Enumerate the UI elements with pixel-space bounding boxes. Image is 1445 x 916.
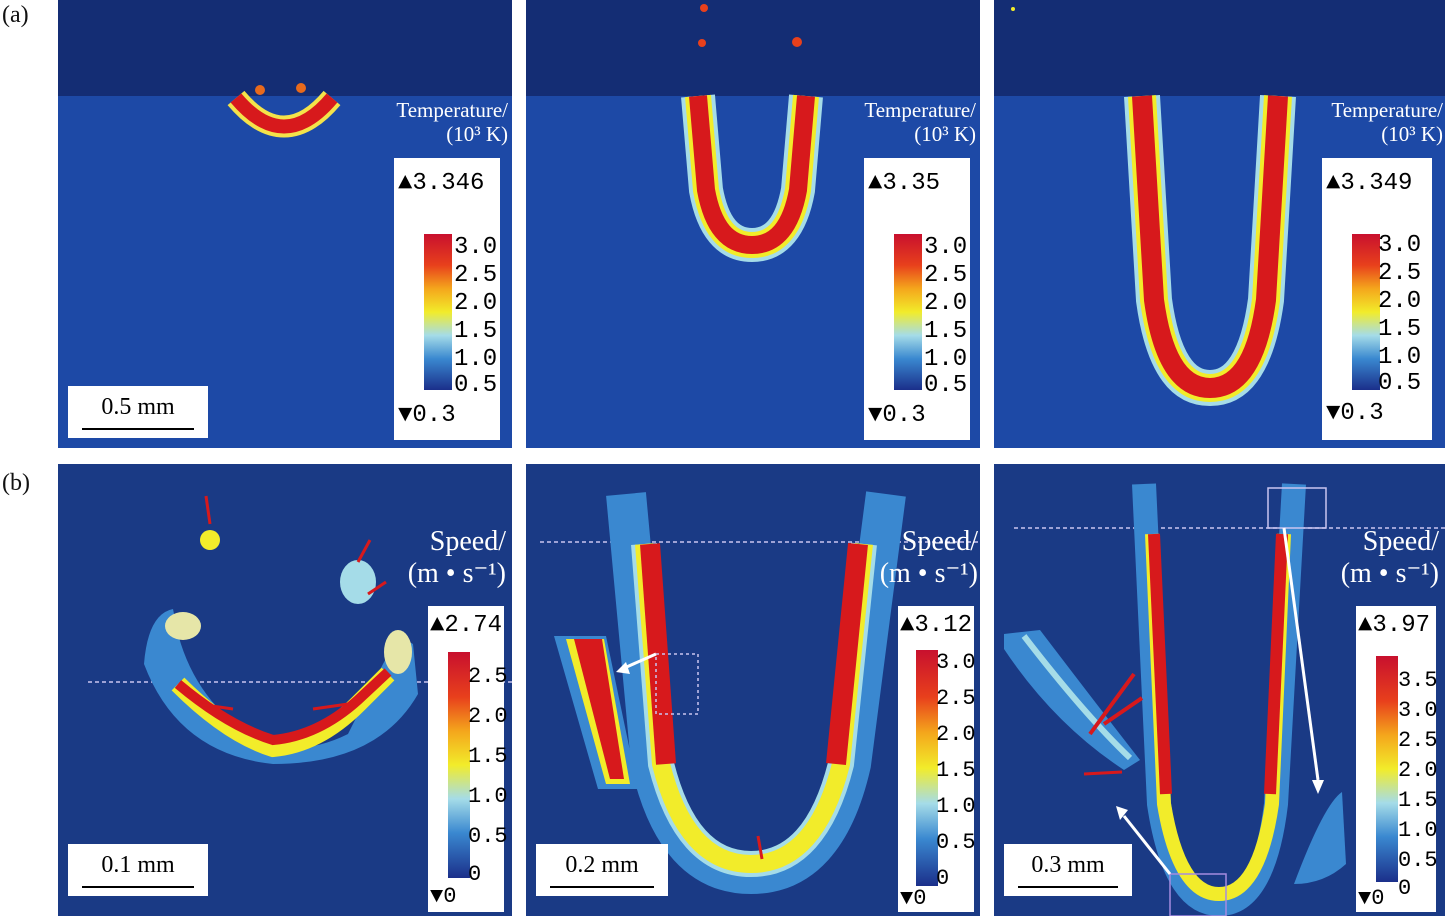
colorbar-title-a3: Temperature/ (10³ K) [1331, 98, 1443, 147]
colorbar-title-a2: Temperature/ (10³ K) [864, 98, 976, 147]
colorbar-tick: 3.0 [924, 234, 968, 261]
colorbar-min-a1: ▼0.3 [398, 402, 456, 429]
colorbar-tick: 3.0 [1398, 698, 1438, 723]
colorbar-tick: 1.0 [1398, 818, 1438, 843]
colorbar-tick: 2.5 [1378, 260, 1422, 287]
colorbar-tick: 1.5 [454, 318, 498, 345]
colorbar-max-a3: ▲3.349 [1326, 170, 1413, 197]
colorbar-min-b2: ▼0 [900, 886, 927, 911]
colorbar-tick: 3.5 [1398, 668, 1438, 693]
colorbar-tick: 0.5 [454, 372, 498, 399]
colorbar-gradient-b2 [916, 650, 938, 886]
colorbar-tick: 1.5 [1398, 788, 1438, 813]
colorbar-tick: 0.5 [468, 824, 508, 849]
colorbar-tick: 2.0 [936, 722, 976, 747]
scalebar-b3: 0.3 mm [1004, 844, 1132, 896]
colorbar-tick: 1.0 [936, 794, 976, 819]
panel-b1: Speed/ (m • s⁻¹) ▲2.74 2.5 2.0 1.5 1.0 0… [58, 464, 512, 916]
colorbar-tick: 1.5 [924, 318, 968, 345]
colorbar-max-a1: ▲3.346 [398, 170, 485, 197]
scalebar-line [82, 886, 194, 888]
colorbar-title-b2: Speed/ (m • s⁻¹) [879, 526, 978, 590]
colorbar-a3: ▲3.349 3.0 2.5 2.0 1.5 1.0 0.5 ▼0.3 [1322, 158, 1432, 440]
panel-a2: Temperature/ (10³ K) ▲3.35 3.0 2.5 2.0 1… [526, 0, 980, 448]
panel-a1: Temperature/ (10³ K) ▲3.346 3.0 2.5 2.0 … [58, 0, 512, 448]
inset-zoom-b2 [554, 636, 638, 789]
colorbar-tick: 2.5 [468, 664, 508, 689]
colorbar-min-a2: ▼0.3 [868, 402, 926, 429]
panel-b3: Speed/ (m • s⁻¹) ▲3.97 3.5 3.0 2.5 2.0 1… [994, 464, 1445, 916]
colorbar-tick: 0.5 [936, 830, 976, 855]
colorbar-gradient-b3 [1376, 656, 1398, 882]
colorbar-tick: 0 [936, 866, 950, 891]
colorbar-tick: 0.5 [1398, 848, 1438, 873]
colorbar-tick: 3.0 [454, 234, 498, 261]
colorbar-tick: 1.0 [468, 784, 508, 809]
colorbar-b1: ▲2.74 2.5 2.0 1.5 1.0 0.5 0 ▼0 [428, 606, 508, 912]
row-label-a: (a) [2, 2, 29, 28]
colorbar-a1: ▲3.346 3.0 2.5 2.0 1.5 1.0 0.5 ▼0.3 [394, 158, 500, 440]
colorbar-tick: 1.5 [1378, 316, 1422, 343]
scalebar-line [1018, 886, 1118, 888]
colorbar-a2: ▲3.35 3.0 2.5 2.0 1.5 1.0 0.5 ▼0.3 [864, 158, 970, 440]
colorbar-tick: 2.5 [454, 262, 498, 289]
colorbar-tick: 2.5 [1398, 728, 1438, 753]
colorbar-max-a2: ▲3.35 [868, 170, 941, 197]
scalebar-b2: 0.2 mm [536, 844, 668, 896]
colorbar-max-b3: ▲3.97 [1358, 612, 1431, 639]
colorbar-title-a1: Temperature/ (10³ K) [396, 98, 508, 147]
colorbar-gradient-a1 [424, 234, 452, 390]
colorbar-tick: 3.0 [936, 650, 976, 675]
colorbar-tick: 2.0 [924, 290, 968, 317]
panel-a3: Temperature/ (10³ K) ▲3.349 3.0 2.5 2.0 … [994, 0, 1445, 448]
colorbar-tick: 0 [468, 862, 482, 887]
inset-zoom-right-b3 [1294, 792, 1346, 884]
colorbar-tick: 0.5 [1378, 370, 1422, 397]
colorbar-tick: 2.0 [1378, 288, 1422, 315]
colorbar-gradient-a2 [894, 234, 922, 390]
scalebar-a1: 0.5 mm [68, 386, 208, 438]
scalebar-line [550, 886, 654, 888]
colorbar-tick: 2.5 [936, 686, 976, 711]
colorbar-tick: 0.5 [924, 372, 968, 399]
colorbar-title-b3: Speed/ (m • s⁻¹) [1340, 526, 1439, 590]
colorbar-tick: 1.5 [936, 758, 976, 783]
colorbar-tick: 2.0 [468, 704, 508, 729]
colorbar-tick: 3.0 [1378, 232, 1422, 259]
colorbar-tick: 2.5 [924, 262, 968, 289]
inset-zoom-left-b3 [1004, 630, 1144, 776]
colorbar-tick: 1.0 [1378, 344, 1422, 371]
colorbar-min-b3: ▼0 [1358, 886, 1385, 911]
scalebar-b1: 0.1 mm [68, 844, 208, 896]
colorbar-tick: 1.0 [454, 346, 498, 373]
colorbar-tick: 0 [1398, 876, 1412, 901]
colorbar-tick: 1.0 [924, 346, 968, 373]
colorbar-max-b2: ▲3.12 [900, 612, 973, 639]
colorbar-b2: ▲3.12 3.0 2.5 2.0 1.5 1.0 0.5 0 ▼0 [898, 606, 976, 912]
colorbar-tick: 1.5 [468, 744, 508, 769]
colorbar-min-b1: ▼0 [430, 884, 457, 909]
colorbar-tick: 2.0 [1398, 758, 1438, 783]
colorbar-min-a3: ▼0.3 [1326, 400, 1384, 427]
colorbar-tick: 2.0 [454, 290, 498, 317]
row-label-b: (b) [2, 470, 30, 496]
panel-b2: Speed/ (m • s⁻¹) ▲3.12 3.0 2.5 2.0 1.5 1… [526, 464, 980, 916]
scalebar-line [82, 428, 194, 430]
colorbar-b3: ▲3.97 3.5 3.0 2.5 2.0 1.5 1.0 0.5 0 ▼0 [1356, 606, 1438, 912]
colorbar-gradient-a3 [1352, 234, 1380, 390]
colorbar-title-b1: Speed/ (m • s⁻¹) [407, 526, 506, 590]
colorbar-max-b1: ▲2.74 [430, 612, 503, 639]
colorbar-gradient-b1 [448, 652, 470, 878]
